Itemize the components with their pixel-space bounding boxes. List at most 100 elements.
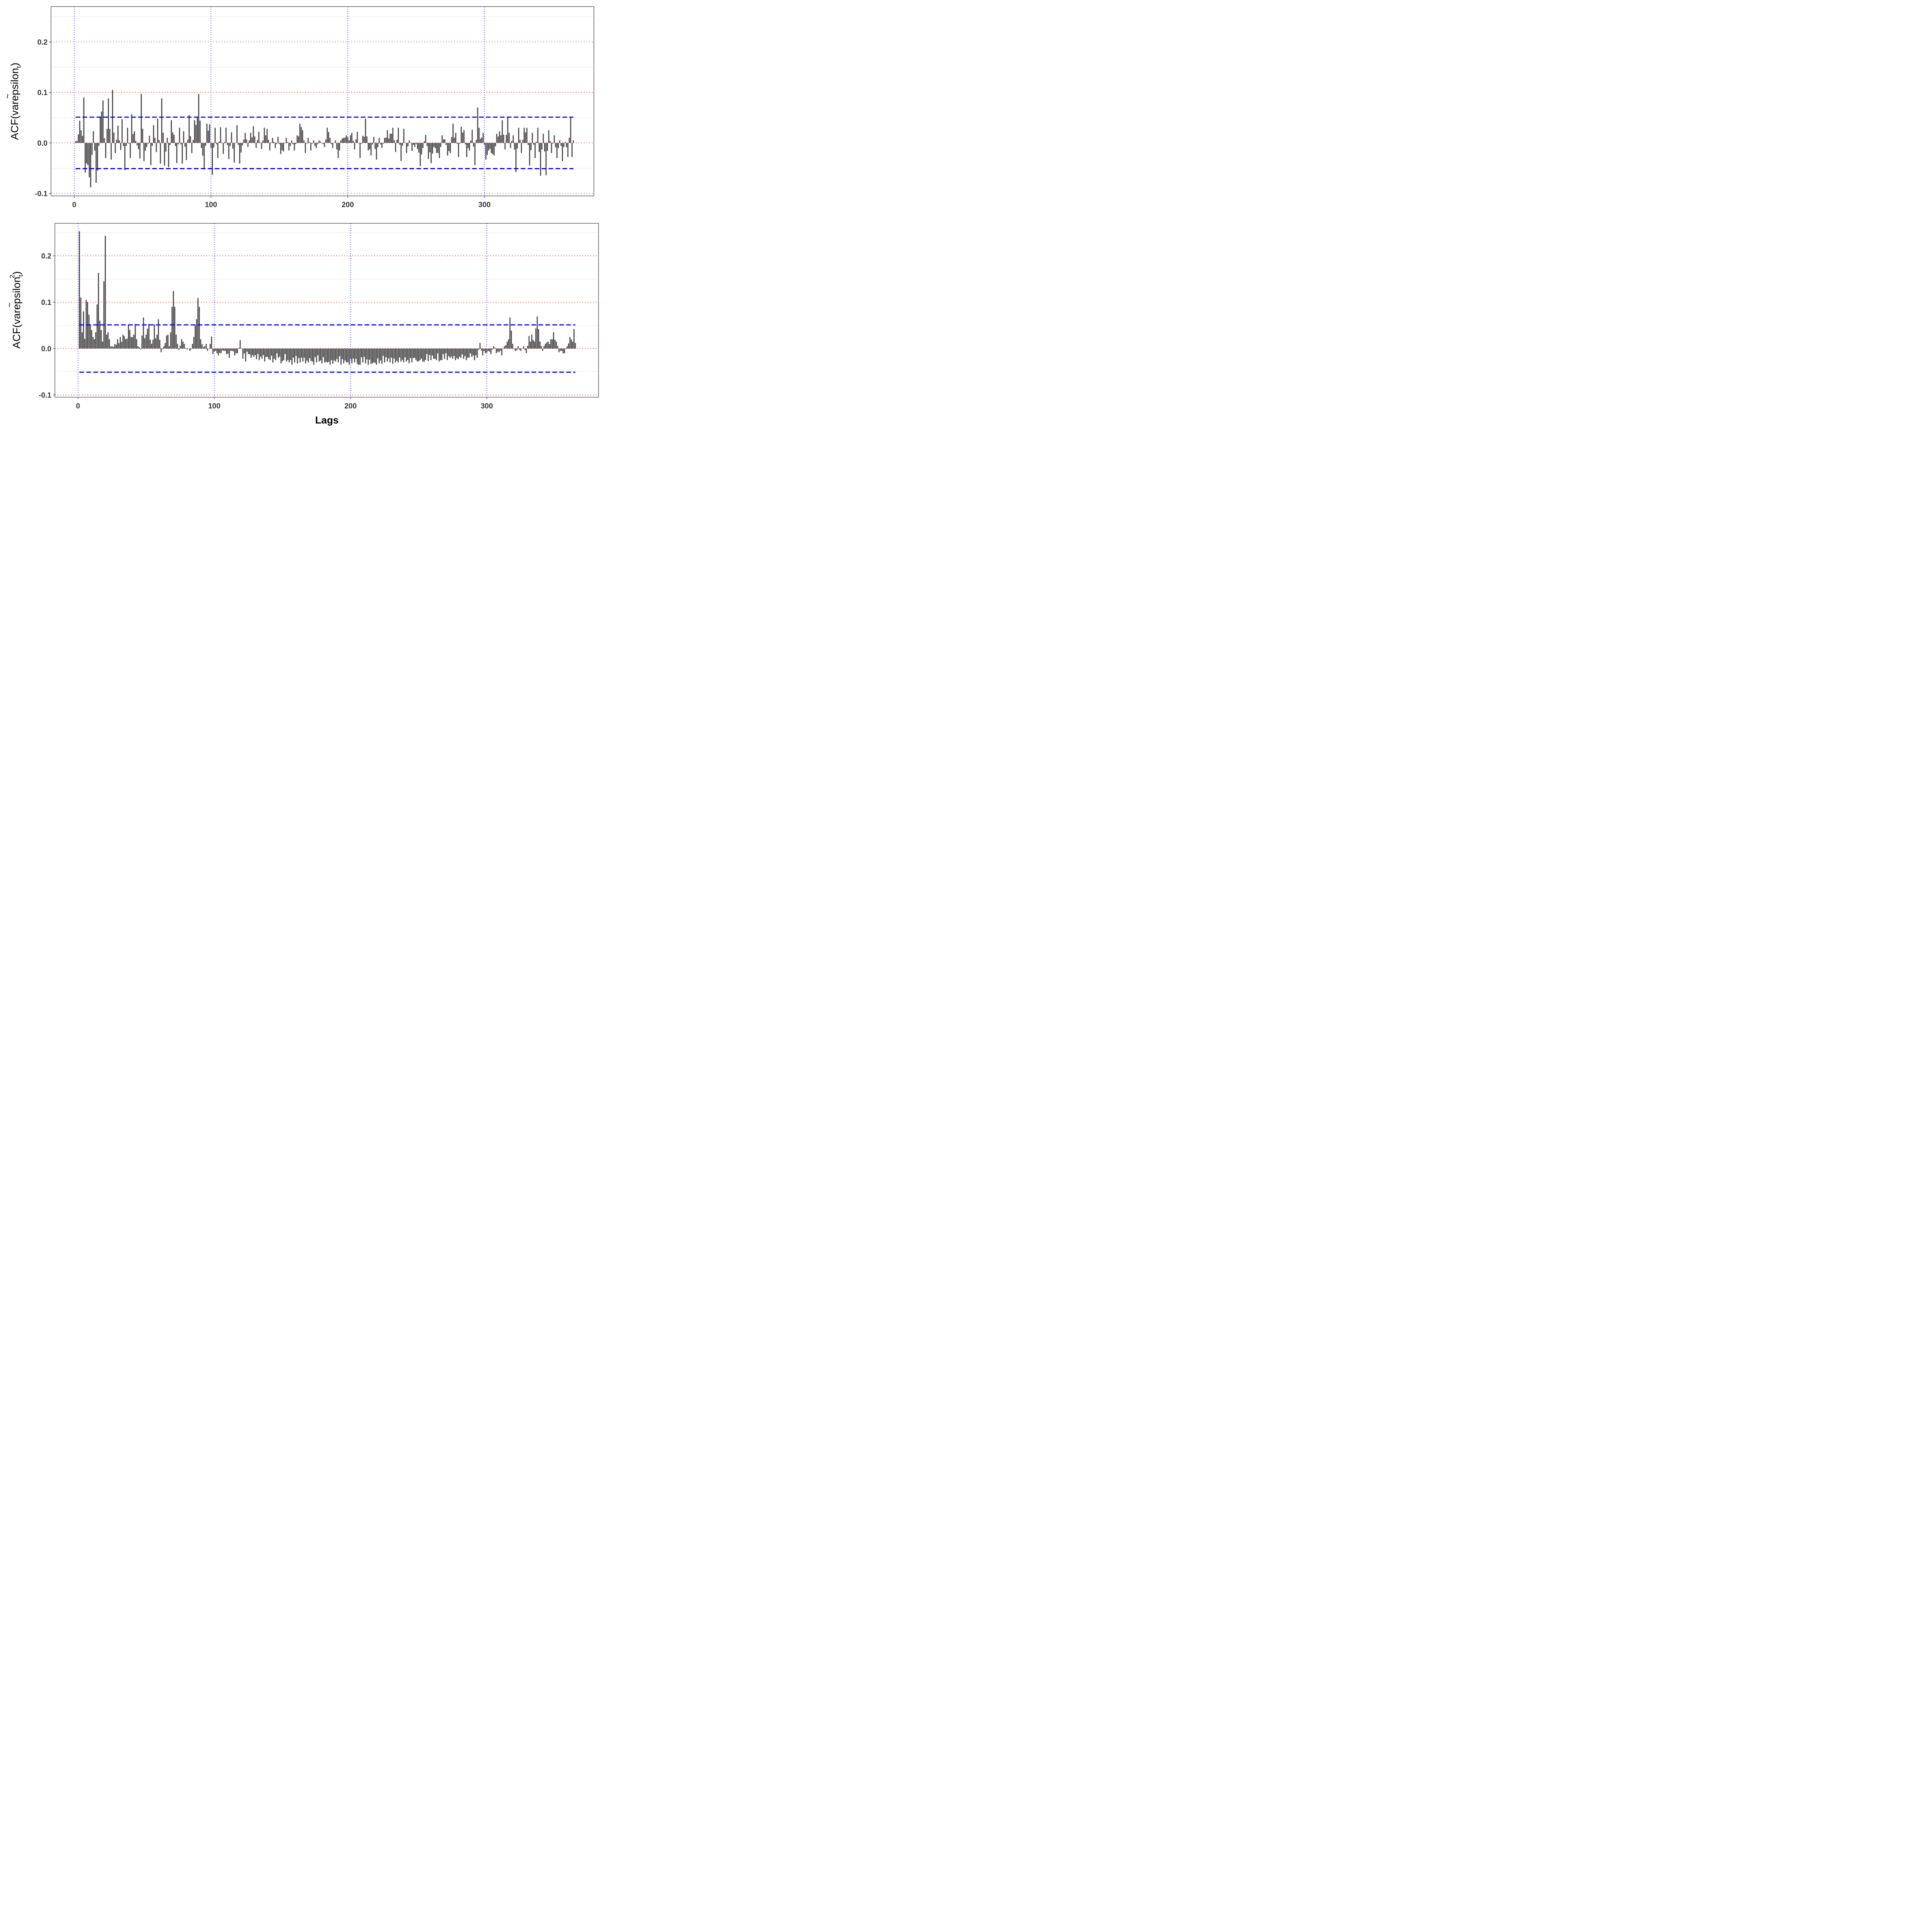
acf-bar [435, 349, 437, 360]
acf-bar [496, 349, 497, 353]
acf-bar [526, 349, 527, 353]
acf-bar [352, 349, 354, 359]
acf-bar [301, 349, 302, 358]
acf-bar [209, 344, 211, 349]
acf-bar [273, 142, 275, 143]
acf-bar [540, 143, 541, 176]
acf-bar [197, 298, 199, 349]
acf-bar [372, 349, 373, 364]
acf-bar [454, 138, 455, 143]
acf-bar [339, 143, 340, 151]
acf-bar [263, 349, 264, 355]
acf-bar [545, 143, 547, 175]
acf-bar [97, 143, 98, 171]
acf-bar [324, 349, 325, 362]
acf-bar [350, 349, 351, 359]
y-label-superscript: 2 [9, 275, 16, 278]
acf-bar [212, 143, 213, 175]
acf-bar [532, 133, 533, 143]
acf-bar [398, 128, 399, 143]
acf-bar [289, 349, 290, 362]
acf-bar [124, 143, 126, 170]
acf-bar [437, 143, 439, 153]
acf-bar [428, 143, 429, 159]
acf-bar [452, 124, 454, 143]
acf-bar [138, 143, 139, 150]
x-tick-label: 200 [344, 402, 357, 410]
acf-bar [184, 344, 185, 349]
acf-bar [439, 349, 440, 362]
acf-bar [358, 349, 359, 365]
acf-bar [332, 143, 333, 148]
acf-bar [329, 138, 331, 143]
acf-bar [468, 143, 469, 148]
acf-bar [149, 136, 150, 143]
acf-bar [359, 143, 361, 158]
acf-bar [297, 349, 298, 364]
acf-bar [217, 143, 219, 158]
y-label-prefix: ACF(vare [9, 95, 20, 140]
acf-bar [267, 349, 268, 357]
acf-bar [103, 281, 105, 349]
acf-bar [237, 349, 238, 353]
acf-bar [227, 349, 229, 354]
acf-bar [215, 349, 216, 351]
acf-bar [135, 141, 136, 143]
acf-bar [150, 339, 151, 349]
acf-bar [381, 143, 383, 148]
acf-bar [98, 273, 99, 349]
acf-bar [336, 143, 338, 150]
acf-bar [206, 344, 207, 349]
acf-bar [523, 346, 524, 349]
acf-bar [417, 349, 418, 362]
acf-bar [189, 115, 190, 143]
y-axis-ticks: -0.1 0.0 0.1 0.2 [39, 252, 55, 400]
acf-bar [555, 143, 556, 148]
acf-bar [389, 134, 391, 143]
acf-bar [392, 128, 394, 143]
acf-bar [565, 142, 566, 143]
acf-bar [199, 121, 201, 143]
acf-bar [473, 349, 474, 355]
acf-bar [392, 349, 393, 364]
acf-bar [280, 143, 281, 154]
acf-bar [464, 143, 466, 145]
acf-bar [335, 140, 336, 143]
acf-bar [492, 349, 493, 350]
acf-bar [420, 143, 421, 166]
acf-bar [257, 140, 258, 143]
acf-bar [288, 143, 290, 151]
acf-bar [167, 335, 169, 349]
acf-bar [524, 349, 526, 350]
acf-bar [84, 338, 85, 349]
acf-bar [223, 143, 224, 154]
acf-bar [315, 349, 316, 357]
acf-bar [398, 349, 399, 362]
acf-bar [184, 143, 186, 147]
acf-bar [512, 135, 514, 143]
acf-bar [419, 349, 421, 360]
acf-bar [376, 349, 377, 365]
acf-bar [154, 324, 155, 349]
acf-bar [213, 143, 214, 148]
acf-bar [80, 130, 82, 143]
acf-bar [230, 143, 231, 146]
acf-bar [151, 344, 152, 349]
acf-bar [173, 134, 175, 143]
acf-bar [224, 142, 225, 143]
acf-bar [413, 349, 414, 358]
acf-bar [517, 143, 518, 149]
acf-bar [503, 134, 504, 143]
acf-bar [222, 349, 223, 350]
acf-bar [127, 128, 128, 143]
acf-bar [310, 143, 311, 151]
acf-bar [433, 349, 434, 359]
acf-bar [205, 143, 206, 146]
acf-bar [354, 349, 355, 362]
acf-bar [425, 349, 426, 360]
acf-bar [250, 133, 252, 143]
acf-bar [312, 349, 313, 362]
acf-bar [384, 349, 385, 362]
acf-bar [262, 140, 264, 143]
acf-bar [414, 349, 415, 358]
